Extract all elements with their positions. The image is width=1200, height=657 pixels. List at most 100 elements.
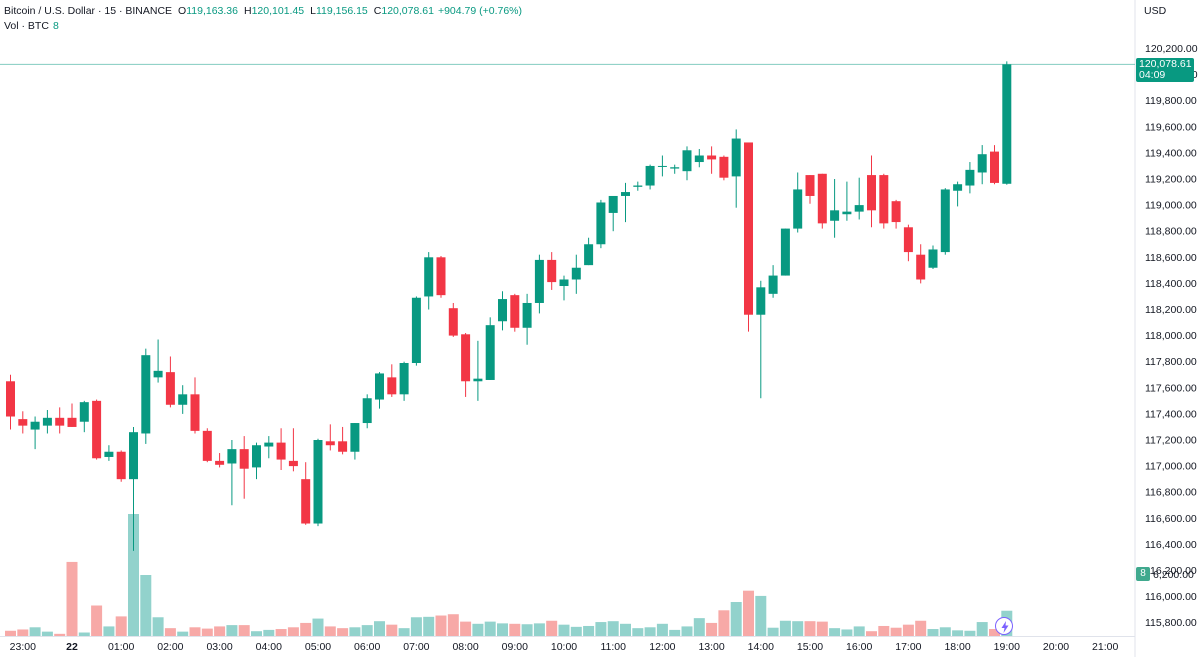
candle-body[interactable]: [731, 138, 741, 177]
candle-body[interactable]: [596, 202, 606, 245]
candle-body[interactable]: [42, 417, 52, 426]
candle-body[interactable]: [141, 355, 151, 434]
candle-body[interactable]: [387, 377, 397, 395]
candle-body[interactable]: [645, 165, 655, 186]
candle-body[interactable]: [202, 430, 212, 461]
candle-body[interactable]: [990, 151, 999, 183]
candle-body[interactable]: [854, 205, 864, 212]
candle-body[interactable]: [362, 398, 372, 424]
candle-body[interactable]: [18, 419, 28, 426]
low-label: L: [310, 5, 316, 17]
candle-body[interactable]: [965, 169, 975, 186]
candle-body[interactable]: [436, 257, 446, 296]
candle-body[interactable]: [977, 154, 987, 173]
price-tick-label: 118,800.00: [1145, 226, 1197, 238]
candle-body[interactable]: [842, 211, 852, 215]
candle-body[interactable]: [448, 308, 458, 336]
candle-body[interactable]: [67, 417, 77, 427]
candle-body[interactable]: [657, 165, 667, 167]
candle-body[interactable]: [510, 295, 520, 328]
candle-body[interactable]: [584, 244, 594, 266]
candle-body[interactable]: [461, 334, 471, 382]
candle-body[interactable]: [1002, 64, 1012, 184]
candle-body[interactable]: [891, 201, 901, 223]
volume-bar: [349, 627, 361, 636]
candle-body[interactable]: [153, 370, 163, 378]
volume-bar: [755, 595, 767, 636]
candle-body[interactable]: [288, 460, 298, 467]
candle-body[interactable]: [780, 228, 790, 276]
candle-body[interactable]: [928, 249, 938, 268]
candle-body[interactable]: [129, 432, 138, 480]
candle-body[interactable]: [350, 423, 360, 452]
candle-body[interactable]: [534, 259, 544, 303]
candle-body[interactable]: [682, 150, 692, 172]
candle-body[interactable]: [6, 381, 15, 417]
candle-body[interactable]: [940, 189, 950, 253]
candle-body[interactable]: [879, 175, 889, 224]
candle-body[interactable]: [325, 441, 335, 446]
symbol-title[interactable]: Bitcoin / U.S. Dollar · 15 · BINANCE: [4, 5, 173, 17]
candle-body[interactable]: [522, 302, 532, 328]
candle-body[interactable]: [707, 155, 717, 160]
candle-body[interactable]: [165, 372, 175, 405]
candle-body[interactable]: [903, 227, 913, 253]
change-value: +904.79 (+0.76%): [437, 5, 522, 17]
candle-body[interactable]: [633, 185, 643, 187]
candle-body[interactable]: [424, 257, 434, 297]
candle-body[interactable]: [768, 275, 778, 294]
candle-body[interactable]: [190, 394, 200, 431]
candle-body[interactable]: [116, 451, 126, 480]
volume-legend-label[interactable]: Vol · BTC: [4, 20, 49, 32]
candle-body[interactable]: [215, 460, 225, 465]
candle-body[interactable]: [830, 210, 840, 221]
candle-body[interactable]: [694, 155, 704, 163]
candle-body[interactable]: [313, 440, 323, 524]
candle-body[interactable]: [621, 192, 630, 196]
candle-body[interactable]: [793, 189, 803, 229]
bolt-icon[interactable]: [995, 617, 1013, 635]
candle-body[interactable]: [916, 254, 926, 280]
price-tick-label: 117,000.00: [1145, 461, 1197, 473]
candle-body[interactable]: [744, 142, 753, 315]
candle-body[interactable]: [30, 421, 40, 430]
candle-body[interactable]: [805, 175, 815, 196]
candle-body[interactable]: [227, 449, 237, 464]
candle-body[interactable]: [719, 156, 729, 178]
volume-bar: [78, 632, 90, 636]
candle-body[interactable]: [92, 400, 102, 459]
price-tick-label: 119,600.00: [1145, 121, 1197, 133]
candle-body[interactable]: [301, 479, 311, 524]
candle-body[interactable]: [399, 363, 409, 395]
candle-body[interactable]: [953, 184, 963, 191]
candle-body[interactable]: [473, 378, 483, 382]
candle-body[interactable]: [547, 259, 557, 283]
candle-body[interactable]: [485, 325, 495, 380]
candle-body[interactable]: [867, 175, 876, 211]
currency-label[interactable]: USD: [1144, 5, 1167, 17]
candle-body[interactable]: [670, 167, 680, 169]
candle-body[interactable]: [498, 299, 507, 322]
candle-body[interactable]: [411, 297, 421, 364]
candle-body[interactable]: [756, 287, 766, 315]
volume-bar: [472, 623, 484, 636]
candle-body[interactable]: [104, 451, 114, 457]
candle-body[interactable]: [559, 279, 569, 287]
candle-body[interactable]: [817, 173, 827, 224]
candle-body[interactable]: [79, 402, 89, 422]
volume-bar: [275, 629, 287, 636]
volume-bar: [730, 602, 742, 636]
candle-body[interactable]: [264, 442, 274, 447]
volume-bar: [533, 623, 545, 636]
candle-body[interactable]: [571, 267, 581, 280]
candle-body[interactable]: [55, 417, 65, 426]
candle-body[interactable]: [252, 445, 261, 468]
candle-body[interactable]: [178, 394, 188, 405]
candle-body[interactable]: [375, 373, 384, 400]
candle-body[interactable]: [338, 441, 348, 452]
candle-body[interactable]: [276, 442, 286, 460]
candle-body[interactable]: [239, 449, 249, 469]
candle-body[interactable]: [608, 195, 618, 213]
